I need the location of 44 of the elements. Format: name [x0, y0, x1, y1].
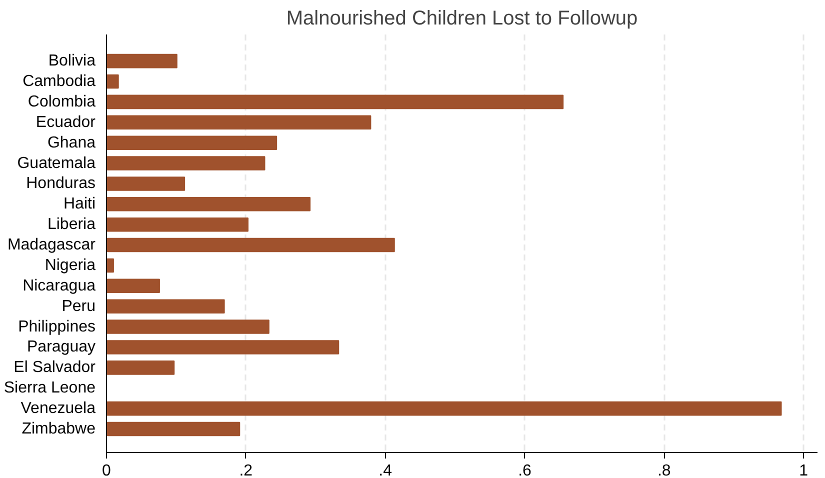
bar — [106, 360, 175, 375]
x-tick-label: .8 — [657, 462, 671, 478]
chart-title: Malnourished Children Lost to Followup — [286, 8, 638, 30]
bar — [106, 340, 340, 354]
y-tick-label: Paraguay — [27, 338, 96, 356]
y-tick-label: Madagascar — [7, 236, 96, 254]
x-tick-label: .4 — [378, 462, 392, 478]
y-tick-label: Cambodia — [22, 73, 96, 90]
bar — [106, 176, 186, 191]
bar — [106, 299, 225, 314]
bar — [106, 320, 270, 334]
x-tick-label: 1 — [799, 462, 808, 478]
x-tick-label: 0 — [102, 462, 112, 478]
bar — [106, 401, 782, 416]
bar — [106, 278, 160, 294]
bar — [106, 422, 240, 436]
y-tick-label: Zimbabwe — [22, 420, 96, 438]
y-tick-label: Colombia — [28, 93, 96, 110]
bar — [106, 136, 278, 150]
y-tick-label: Nicaragua — [22, 277, 96, 294]
y-tick-label: Honduras — [26, 175, 96, 192]
y-tick-label: Ecuador — [36, 114, 96, 131]
y-tick-label: Venezuela — [20, 400, 96, 418]
bar — [106, 258, 114, 273]
bar — [106, 115, 372, 130]
bar — [106, 54, 178, 68]
bar — [106, 238, 395, 252]
y-tick-label: Nigeria — [44, 256, 96, 274]
x-tick-label: .2 — [239, 462, 253, 478]
y-tick-label: El Salvador — [14, 359, 96, 376]
y-tick-label: Sierra Leone — [4, 380, 96, 397]
y-tick-label: Haiti — [63, 196, 96, 213]
y-tick-label: Peru — [62, 298, 96, 315]
y-tick-label: Bolivia — [48, 52, 96, 70]
bar — [106, 217, 249, 232]
bar — [106, 74, 119, 89]
y-tick-label: Ghana — [47, 134, 96, 152]
bar — [106, 94, 564, 110]
y-tick-label: Liberia — [47, 216, 96, 234]
bar — [106, 197, 311, 212]
x-tick-label: .6 — [518, 462, 532, 478]
y-tick-label: Philippines — [18, 318, 96, 336]
y-tick-label: Guatemala — [17, 154, 96, 172]
bar — [106, 156, 266, 170]
